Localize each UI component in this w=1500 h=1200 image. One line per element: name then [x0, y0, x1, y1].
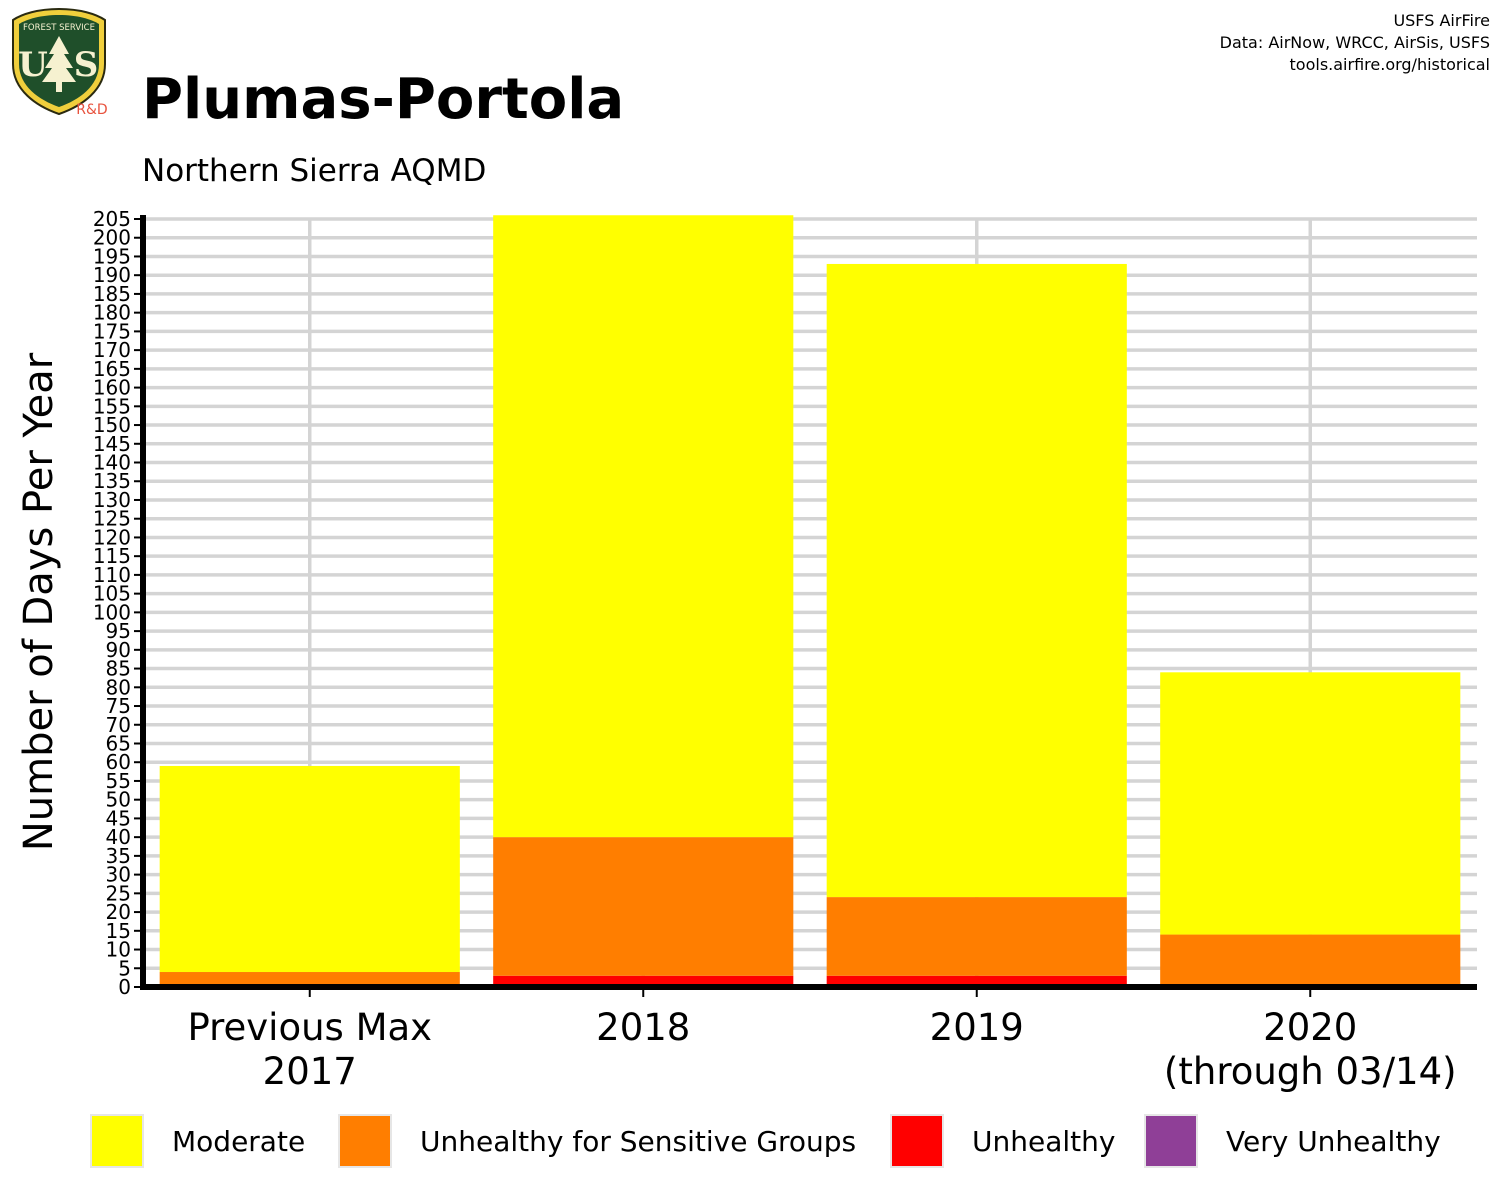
y-tick-label: 75	[106, 694, 131, 718]
bar-unhealthy-for-sensitive-groups	[826, 897, 1127, 976]
y-tick-label: 70	[106, 713, 131, 737]
y-tick-label: 25	[106, 881, 131, 905]
y-tick-label: 125	[93, 507, 131, 531]
y-tick-label: 35	[106, 844, 131, 868]
y-tick-label: 90	[106, 638, 131, 662]
y-tick-label: 140	[93, 451, 131, 475]
y-tick-label: 155	[93, 394, 131, 418]
bar-unhealthy-for-sensitive-groups	[159, 972, 460, 987]
legend: Moderate Unhealthy for Sensitive Groups Un…	[90, 1112, 1470, 1170]
x-tick-label: (through 03/14)	[1164, 1050, 1457, 1093]
x-tick-label: 2017	[263, 1050, 357, 1093]
y-tick-label: 105	[93, 582, 131, 606]
legend-label: Unhealthy for Sensitive Groups	[420, 1124, 857, 1158]
y-tick-label: 55	[106, 769, 131, 793]
y-tick-label: 205	[93, 207, 131, 231]
legend-item: Unhealthy for Sensitive Groups	[338, 1112, 856, 1170]
y-tick-label: 185	[93, 282, 131, 306]
y-tick-label: 40	[106, 825, 131, 849]
y-tick-label: 150	[93, 413, 131, 437]
legend-swatch	[1144, 1114, 1198, 1168]
x-tick-label: 2020	[1263, 1006, 1357, 1049]
page-subtitle: Northern Sierra AQMD	[142, 153, 487, 189]
axes	[134, 215, 1477, 997]
bar-moderate	[493, 215, 794, 838]
credit-org: USFS AirFire	[1393, 11, 1490, 30]
legend-item: Very Unhealthy	[1144, 1112, 1441, 1170]
y-tick-label: 95	[106, 619, 131, 643]
y-tick-label: 60	[106, 750, 131, 774]
y-tick-label: 165	[93, 357, 131, 381]
page-title: Plumas-Portola	[142, 67, 625, 132]
logo-tag: R&D	[76, 102, 107, 118]
y-tick-label: 195	[93, 244, 131, 268]
bar-moderate	[159, 765, 460, 973]
y-tick-label: 190	[93, 263, 131, 287]
y-tick-label: 180	[93, 301, 131, 325]
y-tick-label: 130	[93, 488, 131, 512]
x-tick-label: 2018	[596, 1006, 690, 1049]
logo-letter-u: U	[18, 45, 48, 85]
y-tick-label: 50	[106, 788, 131, 812]
legend-swatch	[890, 1114, 944, 1168]
y-tick-label: 0	[118, 975, 131, 999]
bar-unhealthy-for-sensitive-groups	[493, 837, 794, 976]
credit-url: tools.airfire.org/historical	[1289, 55, 1490, 74]
bar-unhealthy	[493, 975, 794, 987]
y-tick-label: 100	[93, 600, 131, 624]
y-tick-label: 170	[93, 338, 131, 362]
logo-letter-s: S	[74, 45, 99, 85]
bar-unhealthy-for-sensitive-groups	[1160, 934, 1461, 987]
credits-block: USFS AirFire Data: AirNow, WRCC, AirSis,…	[1220, 10, 1490, 76]
y-tick-label: 160	[93, 376, 131, 400]
bar-moderate	[1160, 672, 1461, 935]
credit-data-sources: Data: AirNow, WRCC, AirSis, USFS	[1219, 33, 1490, 52]
y-tick-label: 115	[93, 544, 131, 568]
legend-label: Very Unhealthy	[1226, 1124, 1441, 1158]
y-axis-label: Number of Days Per Year	[16, 352, 62, 851]
y-tick-label: 145	[93, 432, 131, 456]
y-tick-label: 120	[93, 525, 131, 549]
y-tick-labels: 0510152025303540455055606570758085909510…	[93, 207, 131, 999]
legend-swatch	[338, 1114, 392, 1168]
y-tick-label: 65	[106, 731, 131, 755]
bars	[159, 215, 1461, 987]
legend-item: Moderate	[90, 1112, 305, 1170]
usfs-logo-icon: U S FOREST SERVICE R&D	[12, 7, 108, 118]
logo-arc-text: FOREST SERVICE	[23, 23, 95, 33]
y-tick-label: 45	[106, 806, 131, 830]
y-tick-label: 200	[93, 226, 131, 250]
y-tick-label: 5	[118, 956, 131, 980]
y-tick-label: 20	[106, 900, 131, 924]
legend-swatch	[90, 1114, 144, 1168]
bar-unhealthy	[826, 975, 1127, 987]
y-tick-label: 175	[93, 319, 131, 343]
y-tick-label: 80	[106, 675, 131, 699]
legend-label: Unhealthy	[972, 1124, 1116, 1158]
y-tick-label: 85	[106, 657, 131, 681]
y-tick-label: 30	[106, 863, 131, 887]
y-tick-label: 10	[106, 938, 131, 962]
bar-moderate	[826, 263, 1127, 898]
y-tick-label: 110	[93, 563, 131, 587]
y-tick-label: 135	[93, 469, 131, 493]
legend-label: Moderate	[172, 1124, 306, 1158]
y-tick-label: 15	[106, 919, 131, 943]
legend-item: Unhealthy	[890, 1112, 1115, 1170]
x-tick-label: Previous Max	[187, 1006, 432, 1049]
x-tick-label: 2019	[930, 1006, 1024, 1049]
